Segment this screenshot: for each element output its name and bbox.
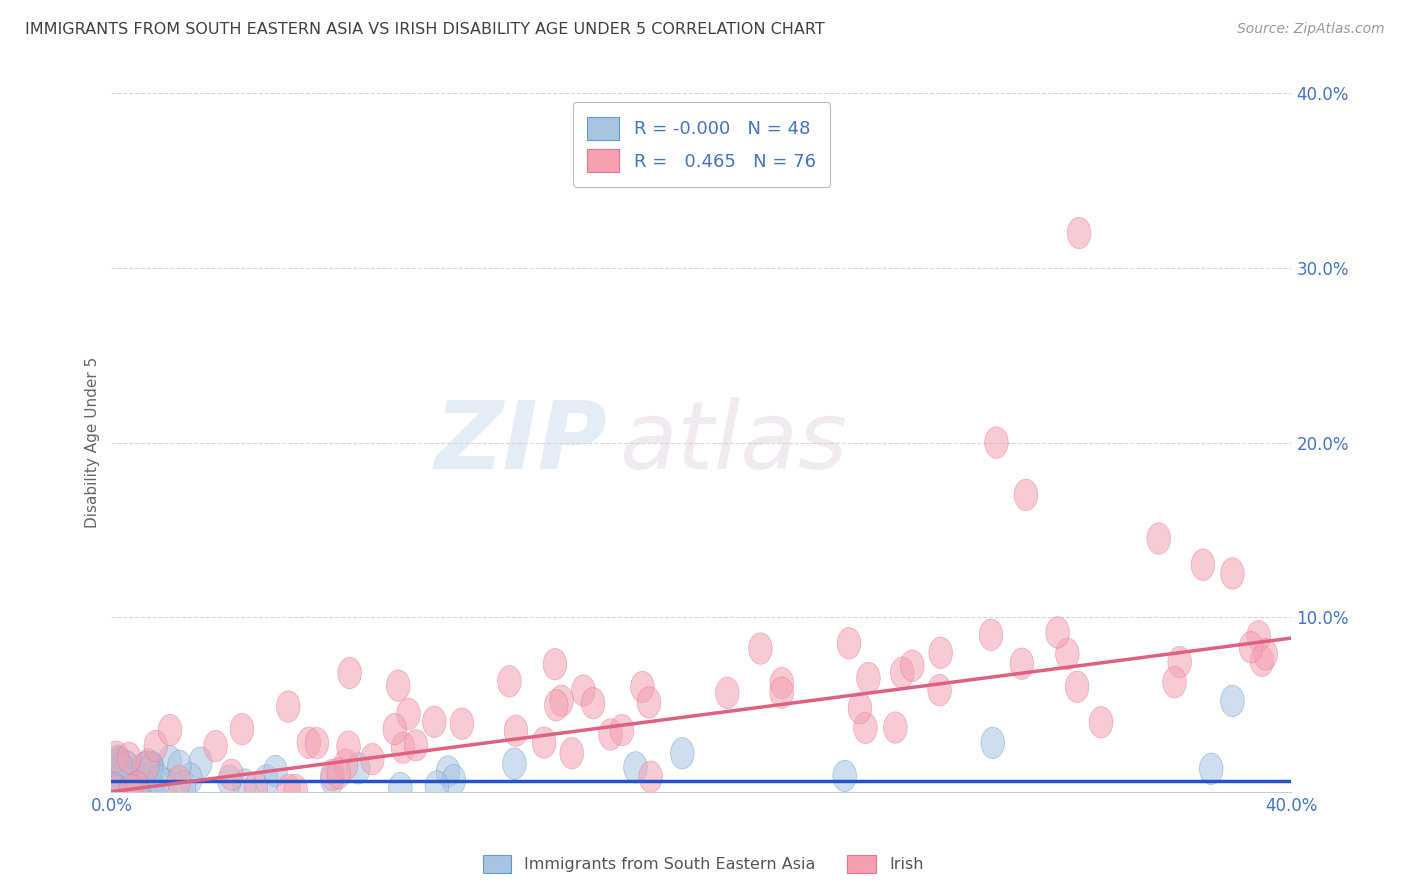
Text: atlas: atlas xyxy=(619,397,846,488)
Legend: Immigrants from South Eastern Asia, Irish: Immigrants from South Eastern Asia, Iris… xyxy=(477,848,929,880)
Y-axis label: Disability Age Under 5: Disability Age Under 5 xyxy=(86,357,100,528)
Legend: R = -0.000   N = 48, R =   0.465   N = 76: R = -0.000 N = 48, R = 0.465 N = 76 xyxy=(572,103,831,186)
Text: Source: ZipAtlas.com: Source: ZipAtlas.com xyxy=(1237,22,1385,37)
Text: IMMIGRANTS FROM SOUTH EASTERN ASIA VS IRISH DISABILITY AGE UNDER 5 CORRELATION C: IMMIGRANTS FROM SOUTH EASTERN ASIA VS IR… xyxy=(25,22,825,37)
Text: ZIP: ZIP xyxy=(434,397,607,489)
